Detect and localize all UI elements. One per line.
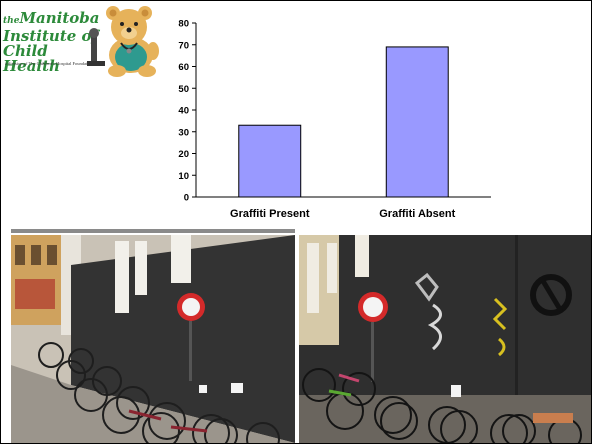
y-tick-label: 30 [178, 127, 189, 138]
teddy-bear-icon [87, 6, 159, 77]
y-tick-label: 20 [178, 149, 189, 160]
y-tick-label: 10 [178, 171, 189, 182]
photo-divider-line [11, 229, 295, 233]
bar [385, 46, 449, 198]
y-tick-label: 60 [178, 62, 189, 73]
logo-wordmark: theManitoba Institute of Child Health [3, 11, 103, 74]
y-tick-label: 70 [178, 40, 189, 51]
logo-line-1: Manitoba [19, 9, 100, 27]
logo-line-2: Institute of [3, 27, 98, 45]
x-category-label: Graffiti Present [230, 208, 310, 220]
bar [238, 124, 302, 198]
logo-line-3: Child Health [3, 42, 60, 75]
logo-subtitle: a division of The Children's Hospital Fo… [5, 61, 93, 66]
logo-the: the [3, 16, 20, 26]
y-tick-label: 40 [178, 106, 189, 117]
y-axis: 0 10 20 30 40 50 60 70 80 [178, 19, 197, 204]
manitoba-institute-logo: theManitoba Institute of Child Health a … [3, 5, 171, 77]
y-tick-label: 80 [178, 19, 189, 30]
photo-graffiti-absent [299, 235, 591, 443]
x-category-label: Graffiti Absent [379, 208, 455, 220]
y-tick-label: 50 [178, 84, 189, 95]
bars [238, 46, 449, 198]
y-tick-label: 0 [184, 193, 189, 204]
photo-graffiti-present [11, 235, 295, 443]
photo-comparison [1, 229, 591, 443]
x-axis: Graffiti Present Graffiti Absent [196, 196, 491, 220]
